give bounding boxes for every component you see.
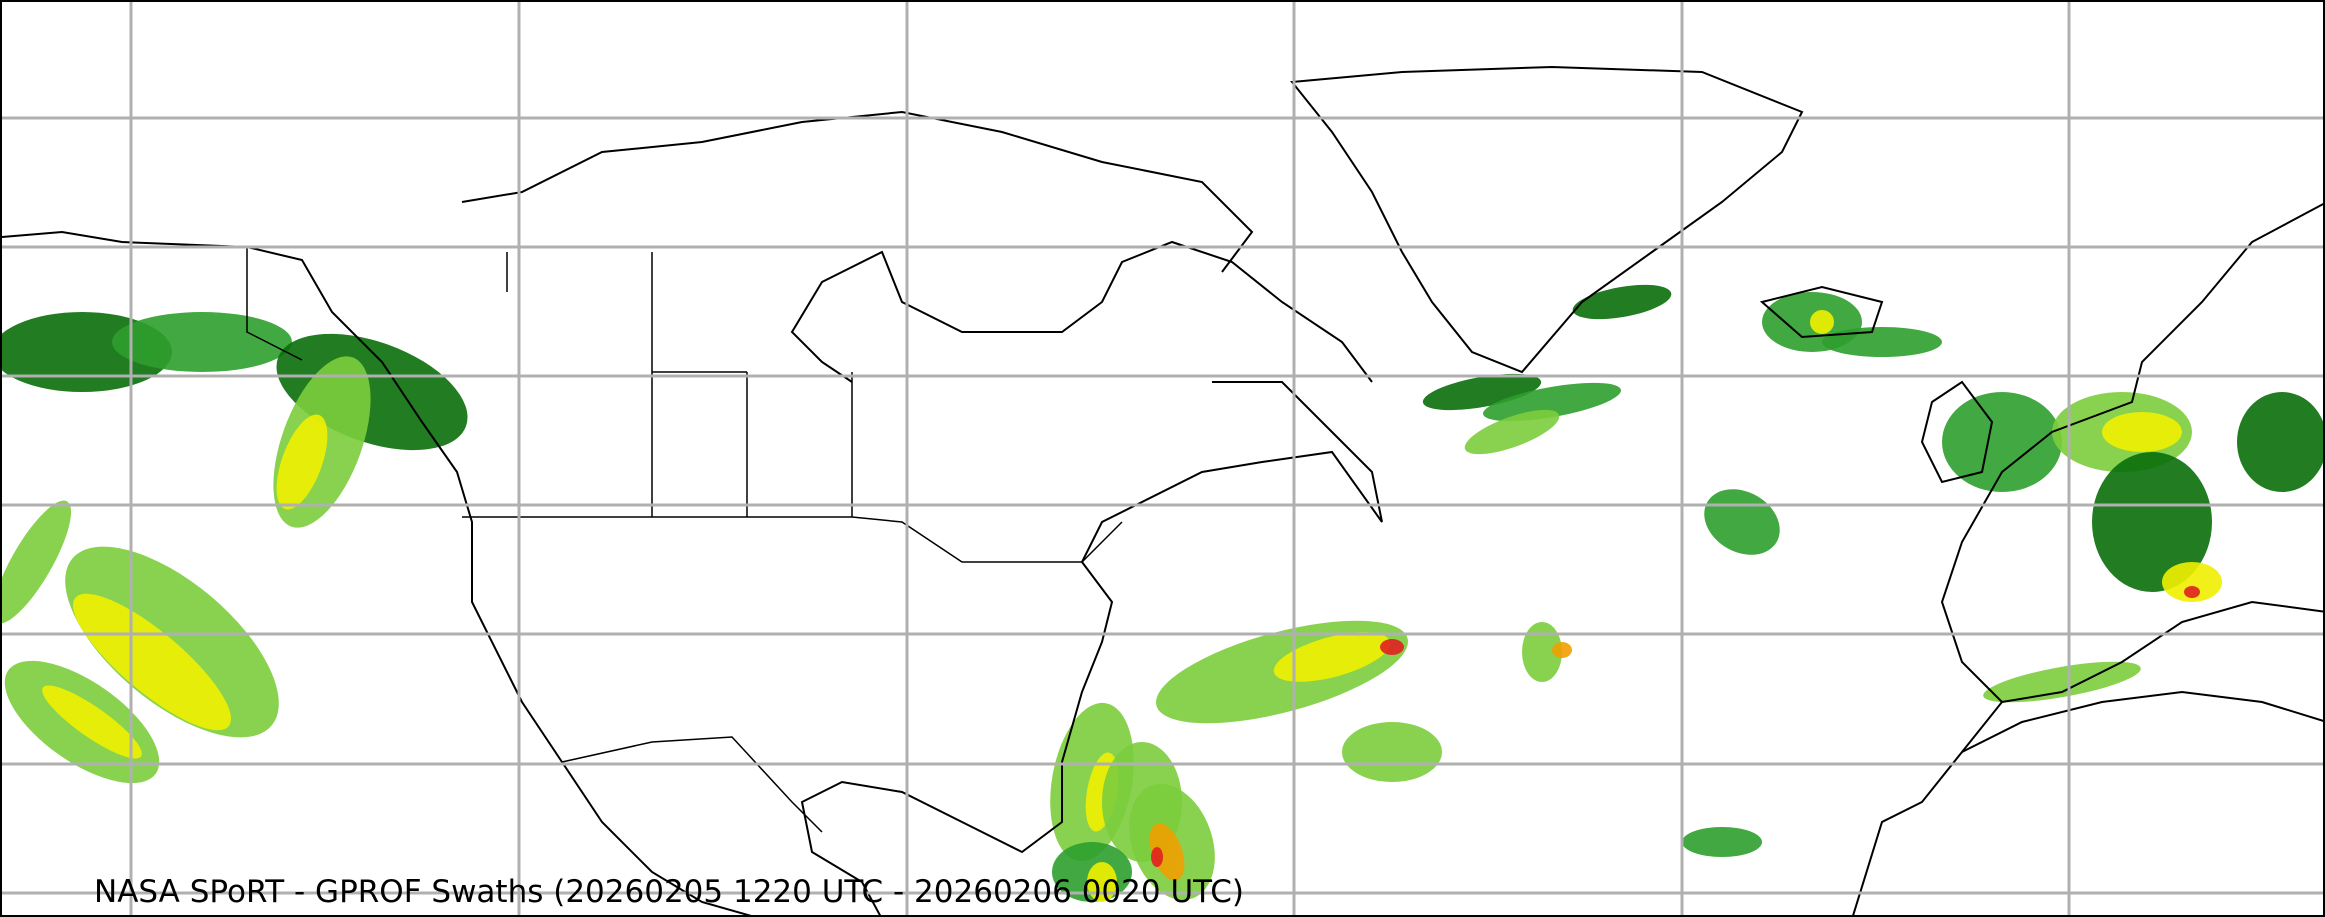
precipitation-area [1682, 827, 1762, 857]
precipitation-area [2092, 452, 2212, 592]
precipitation-area [1522, 622, 1562, 682]
canada-provinces [506, 252, 853, 517]
precipitation-area [1273, 632, 1391, 682]
precipitation-area [1151, 847, 1163, 867]
coastline-africa [1961, 690, 2323, 753]
precipitation-layer [2, 284, 2323, 902]
precipitation-area [2184, 586, 2200, 598]
precipitation-area [1572, 284, 1672, 320]
coastline-europe [1852, 203, 2323, 915]
precipitation-area [276, 414, 328, 510]
coastline-mediterranean [2001, 600, 2323, 703]
precipitation-area [2102, 412, 2182, 452]
precipitation-area [1422, 373, 1542, 411]
coastline-hudson-bay [790, 240, 1373, 383]
us-mexico-border [561, 736, 823, 833]
coastline-iceland [1759, 285, 1884, 339]
precipitation-area [73, 593, 231, 731]
precipitation-area [2237, 392, 2323, 492]
precipitation-area [2, 500, 72, 624]
precipitation-area [1942, 392, 2062, 492]
precipitation-area [1822, 327, 1942, 357]
us-canada-border [462, 516, 1123, 563]
map-caption: NASA SPoRT - GPROF Swaths (20260205 1220… [94, 874, 1244, 910]
precipitation-area [1483, 382, 1621, 422]
precipitation-area [1464, 409, 1560, 455]
precipitation-area [1552, 642, 1572, 658]
precipitation-area [42, 685, 142, 759]
precipitation-area [1342, 722, 1442, 782]
coastline-arctic-islands [461, 110, 1254, 273]
coastline-greenland [1290, 65, 1804, 374]
coastline-north-america [2, 230, 752, 915]
coastline-layer [2, 65, 2323, 915]
alaska-border [246, 247, 303, 361]
precipitation-area [1380, 639, 1404, 655]
precipitation-area [2162, 562, 2222, 602]
coastline-british-isles [1920, 380, 1994, 484]
precipitation-area [1704, 489, 1780, 555]
precipitation-area [1810, 310, 1834, 334]
coastline-gulf [800, 381, 1383, 915]
